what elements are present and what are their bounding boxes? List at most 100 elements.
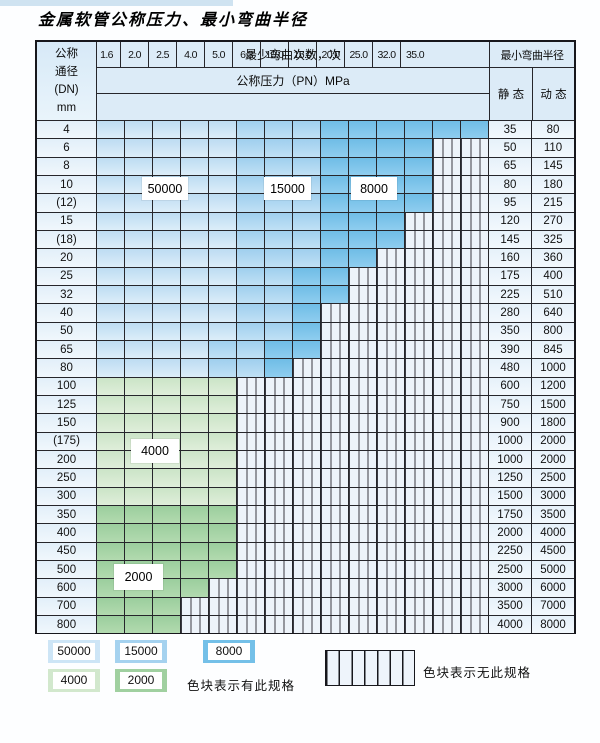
cycles-zone-b1 <box>97 157 237 175</box>
no-spec-hatch <box>321 322 489 340</box>
legend-label: 15000 <box>120 643 162 660</box>
static-radius-cell: 480 <box>489 359 532 377</box>
cycles-zone-b1 <box>97 212 237 230</box>
table-row: 300 1500 3000 <box>37 487 574 506</box>
table-row: 350 1750 3500 <box>37 505 574 525</box>
dynamic-radius-cell: 5000 <box>532 560 574 579</box>
pressure-cells <box>97 249 489 267</box>
pressure-cells <box>97 230 489 249</box>
cycle-label-4000: 4000 <box>131 439 179 463</box>
static-radius-cell: 1250 <box>489 469 532 487</box>
cycles-zone-b2 <box>237 285 293 304</box>
pressure-cells <box>97 377 489 395</box>
table-row: 700 3500 7000 <box>37 597 574 616</box>
table-row: 80 480 1000 <box>37 359 574 378</box>
pressure-cells <box>97 340 489 359</box>
pressure-cells <box>97 395 489 414</box>
table-row: 450 2250 4500 <box>37 542 574 561</box>
dn-cell: 40 <box>37 304 97 322</box>
cycles-zone-g1 <box>97 469 237 487</box>
table-row: 400 2000 4000 <box>37 524 574 543</box>
legend-label: 4000 <box>53 672 95 689</box>
cycles-zone-g2 <box>97 524 237 542</box>
dn-cell: 65 <box>37 340 97 359</box>
legend-swatch-2000: 2000 <box>115 669 167 692</box>
table-row: 15 120 270 <box>37 212 574 231</box>
dynamic-radius-cell: 8000 <box>532 615 574 634</box>
no-spec-hatch <box>321 304 489 322</box>
cycles-zone-b3 <box>321 157 433 175</box>
pressure-tick: 10.0 <box>261 42 289 68</box>
legend-swatch-8000: 8000 <box>203 640 255 663</box>
pressure-tick-row: 0.61.01.62.02.54.05.06.310.015.020.025.0… <box>37 42 429 68</box>
no-spec-hatch <box>433 139 489 157</box>
static-radius-cell: 1500 <box>489 487 532 505</box>
cycle-label-50000: 50000 <box>142 177 188 200</box>
pressure-cells <box>97 542 489 560</box>
dn-cell: 350 <box>37 505 97 524</box>
no-spec-hatch <box>433 175 489 194</box>
table-row: 65 390 845 <box>37 340 574 360</box>
static-radius-cell: 2500 <box>489 560 532 579</box>
dn-cell: 600 <box>37 579 97 597</box>
dynamic-radius-cell: 80 <box>532 121 574 139</box>
static-radius-cell: 160 <box>489 249 532 267</box>
cycles-zone-g2 <box>97 542 237 560</box>
dynamic-radius-cell: 400 <box>532 267 574 285</box>
legend-swatch-50000: 50000 <box>48 640 100 663</box>
dynamic-radius-cell: 4500 <box>532 542 574 560</box>
dn-cell: 50 <box>37 322 97 340</box>
static-radius-cell: 145 <box>489 230 532 249</box>
cycles-zone-b2 <box>237 267 293 285</box>
pressure-tick: 6.3 <box>233 42 261 68</box>
no-spec-hatch <box>237 450 489 469</box>
dn-cell: 10 <box>37 175 97 194</box>
dynamic-radius-cell: 845 <box>532 340 574 359</box>
dn-cell: (175) <box>37 432 97 450</box>
dn-cell: (12) <box>37 194 97 212</box>
static-radius-cell: 1750 <box>489 505 532 524</box>
dn-cell: 15 <box>37 212 97 230</box>
dn-cell: 450 <box>37 542 97 560</box>
no-spec-hatch <box>377 249 489 267</box>
static-radius-cell: 65 <box>489 157 532 175</box>
dynamic-radius-cell: 110 <box>532 139 574 157</box>
dynamic-radius-cell: 6000 <box>532 579 574 597</box>
dynamic-radius-cell: 510 <box>532 285 574 304</box>
pressure-cells <box>97 285 489 304</box>
cycles-zone-g1 <box>97 487 237 505</box>
static-radius-cell: 50 <box>489 139 532 157</box>
legend-no-spec-note: 色块表示无此规格 <box>423 666 532 680</box>
dynamic-radius-cell: 325 <box>532 230 574 249</box>
cycles-zone-b1 <box>97 249 237 267</box>
cycles-zone-b3 <box>321 139 433 157</box>
cycles-zone-b3 <box>265 359 293 377</box>
dn-cell: 300 <box>37 487 97 505</box>
cycles-zone-b1 <box>97 322 237 340</box>
static-radius-cell: 350 <box>489 322 532 340</box>
pressure-tick: 35.0 <box>405 49 425 61</box>
cycles-zone-b2 <box>237 212 321 230</box>
dynamic-radius-cell: 1800 <box>532 414 574 432</box>
cycles-zone-b3 <box>293 304 321 322</box>
table-row: 32 225 510 <box>37 285 574 305</box>
dynamic-radius-cell: 215 <box>532 194 574 212</box>
dn-header-line: 公称 <box>55 48 78 60</box>
pressure-header: 公称压力（PN）MPa <box>97 68 489 94</box>
table-row: 25 175 400 <box>37 267 574 286</box>
no-spec-hatch <box>237 432 489 450</box>
cycles-zone-b1 <box>97 340 209 359</box>
dynamic-radius-cell: 270 <box>532 212 574 230</box>
dn-cell: 20 <box>37 249 97 267</box>
pressure-tick: 20.0 <box>317 42 345 68</box>
table-row: (175) 1000 2000 <box>37 432 574 451</box>
no-spec-hatch <box>349 285 489 304</box>
table-row: 200 1000 2000 <box>37 450 574 470</box>
table-row: 800 4000 8000 <box>37 615 574 634</box>
dn-cell: 700 <box>37 597 97 615</box>
table-row: 40 280 640 <box>37 304 574 323</box>
dn-column-header: 公称 通径 (DN) mm <box>37 42 97 120</box>
cycles-zone-g1 <box>97 377 237 395</box>
cycles-zone-b3 <box>265 340 321 359</box>
